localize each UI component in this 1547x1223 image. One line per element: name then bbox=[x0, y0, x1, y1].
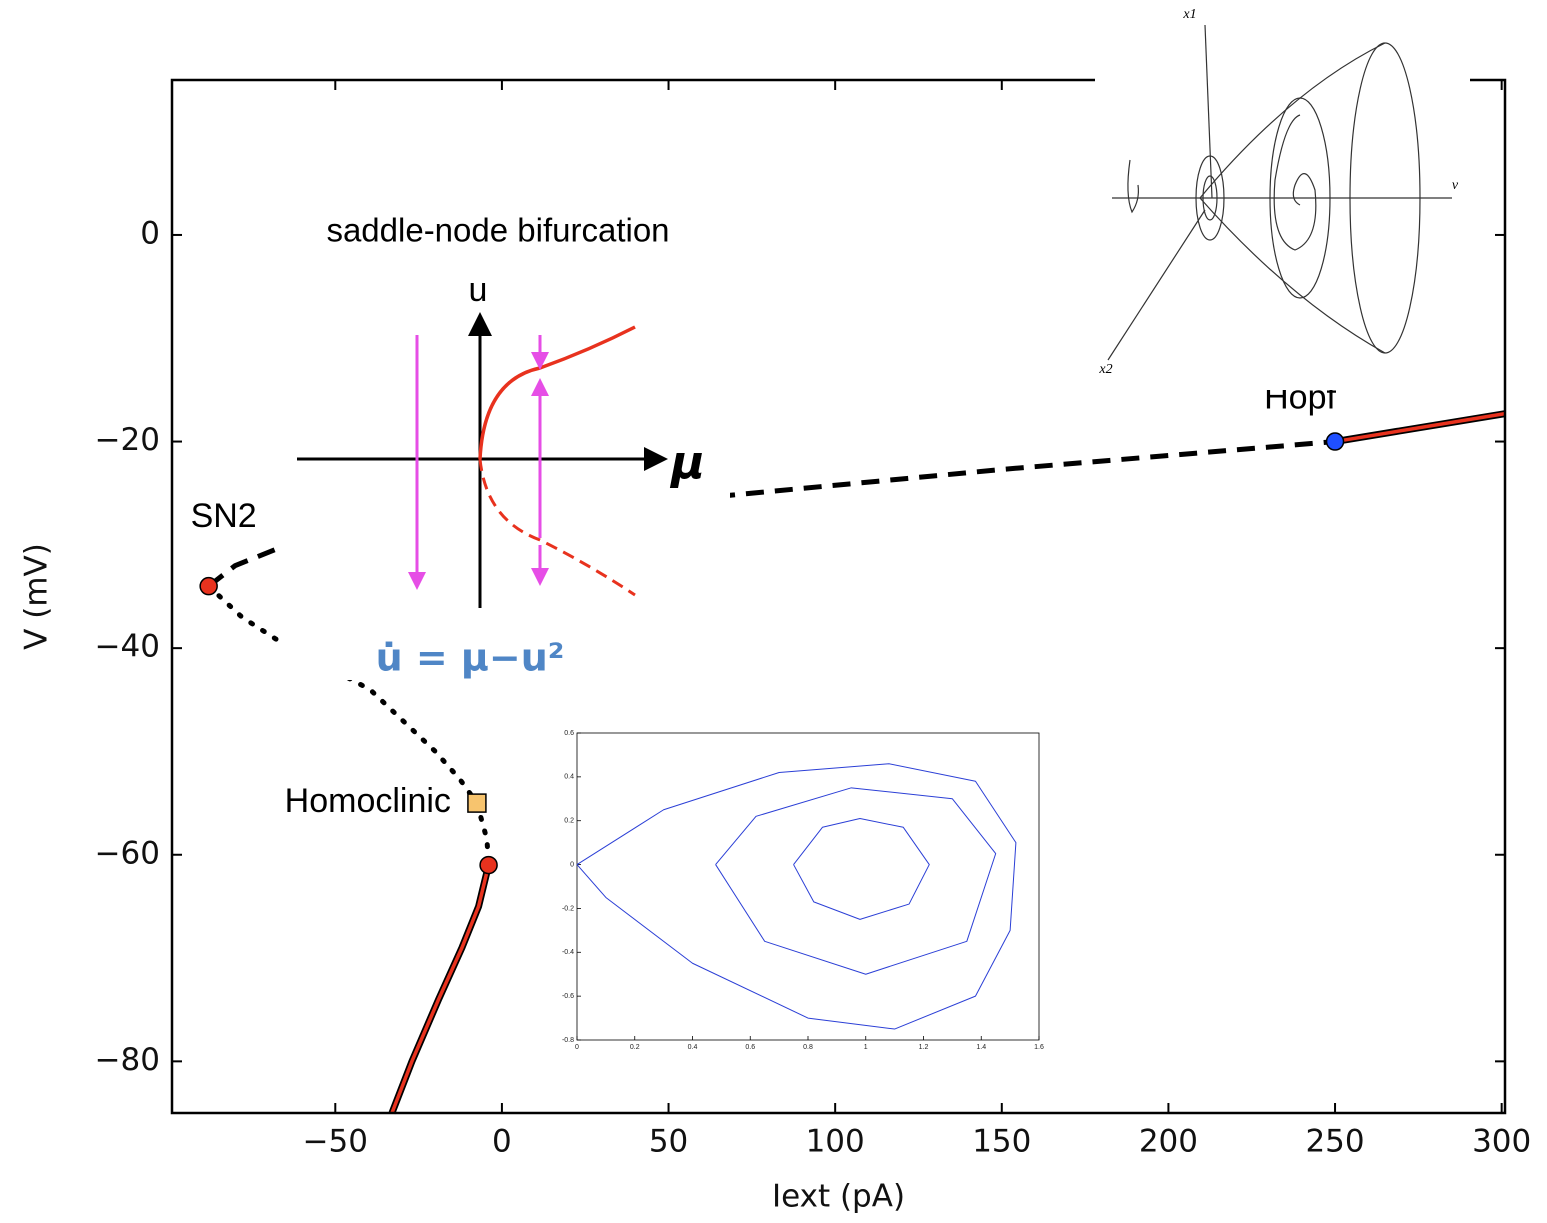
series-line bbox=[1334, 411, 1506, 444]
series-line bbox=[715, 787, 997, 975]
y-tick-label: −60 bbox=[95, 835, 160, 871]
series-line bbox=[576, 763, 1017, 1030]
mu-label: μ bbox=[669, 436, 705, 490]
y-tick-label: −80 bbox=[95, 1042, 160, 1078]
y-tick-label: −40 bbox=[95, 629, 160, 665]
x-tick-label: 0.8 bbox=[803, 1044, 813, 1051]
inset-background bbox=[283, 200, 730, 680]
point-label: Homoclinic bbox=[285, 782, 451, 820]
y-tick-label: 0.6 bbox=[564, 730, 574, 737]
limit-cycle-plot: 0 0.2 0.4 0.6 0.8 1 1.2 1.4 1.6 -0.8 -0.6 -0.4 -0.2 0… bbox=[562, 730, 1044, 1051]
x2-label: x2 bbox=[1098, 362, 1112, 377]
y-tick-label: -0.6 bbox=[562, 993, 574, 1000]
point-label: SN2 bbox=[191, 497, 257, 535]
x-tick-label: 0.6 bbox=[745, 1044, 755, 1051]
x-tick-label: 0 bbox=[575, 1044, 579, 1051]
inset-frame bbox=[576, 732, 1040, 1041]
marker bbox=[467, 793, 487, 813]
v-label: v bbox=[1452, 178, 1459, 193]
x-tick-label: 50 bbox=[649, 1124, 688, 1160]
x-tick-label: 300 bbox=[1472, 1124, 1531, 1160]
marker bbox=[479, 855, 498, 875]
x-tick-label: 0 bbox=[492, 1124, 512, 1160]
y-axis-label: V (mV) bbox=[19, 543, 55, 650]
x-tick-label: 250 bbox=[1305, 1124, 1364, 1160]
x-tick-label: 100 bbox=[806, 1124, 865, 1160]
inset-background bbox=[1095, 0, 1470, 390]
inset-background bbox=[550, 725, 1048, 1053]
x-tick-label: 0.2 bbox=[630, 1044, 640, 1051]
x-tick-label: 1.2 bbox=[919, 1044, 929, 1051]
x-tick-label: −50 bbox=[303, 1124, 368, 1160]
unstable-branch bbox=[478, 458, 636, 597]
x-tick-label: 1 bbox=[864, 1044, 868, 1051]
series-line bbox=[206, 583, 492, 868]
series-line bbox=[390, 864, 491, 1114]
x-tick-label: 1.4 bbox=[976, 1044, 986, 1051]
inset-title: saddle-node bifurcation bbox=[326, 212, 669, 249]
plot-frame bbox=[170, 78, 1507, 1115]
marker bbox=[199, 576, 218, 596]
y-tick-label: -0.4 bbox=[562, 949, 574, 956]
x-tick-label: 150 bbox=[972, 1124, 1031, 1160]
y-tick-label: 0 bbox=[140, 215, 160, 251]
y-tick-label: -0.8 bbox=[562, 1037, 574, 1044]
insets: saddle-node bifurcation u μ u̇ = μ−u² x1… bbox=[283, 0, 1470, 1053]
y-tick-label: −20 bbox=[95, 422, 160, 458]
x-tick-label: 200 bbox=[1139, 1124, 1198, 1160]
marker bbox=[1325, 432, 1345, 451]
y-tick-label: 0.2 bbox=[564, 818, 574, 825]
cone-diagram bbox=[1107, 24, 1452, 361]
x-tick-label: 0.4 bbox=[688, 1044, 698, 1051]
y-tick-label: 0 bbox=[570, 861, 574, 868]
y-tick-label: -0.2 bbox=[562, 905, 574, 912]
x-tick-label: 1.6 bbox=[1034, 1044, 1044, 1051]
equation: u̇ = μ−u² bbox=[376, 636, 565, 680]
series-line bbox=[793, 818, 930, 920]
x-axis-label: Iext (pA) bbox=[772, 1179, 905, 1215]
u-label: u bbox=[469, 271, 488, 309]
x1-label: x1 bbox=[1182, 7, 1196, 22]
y-tick-label: 0.4 bbox=[564, 774, 574, 781]
